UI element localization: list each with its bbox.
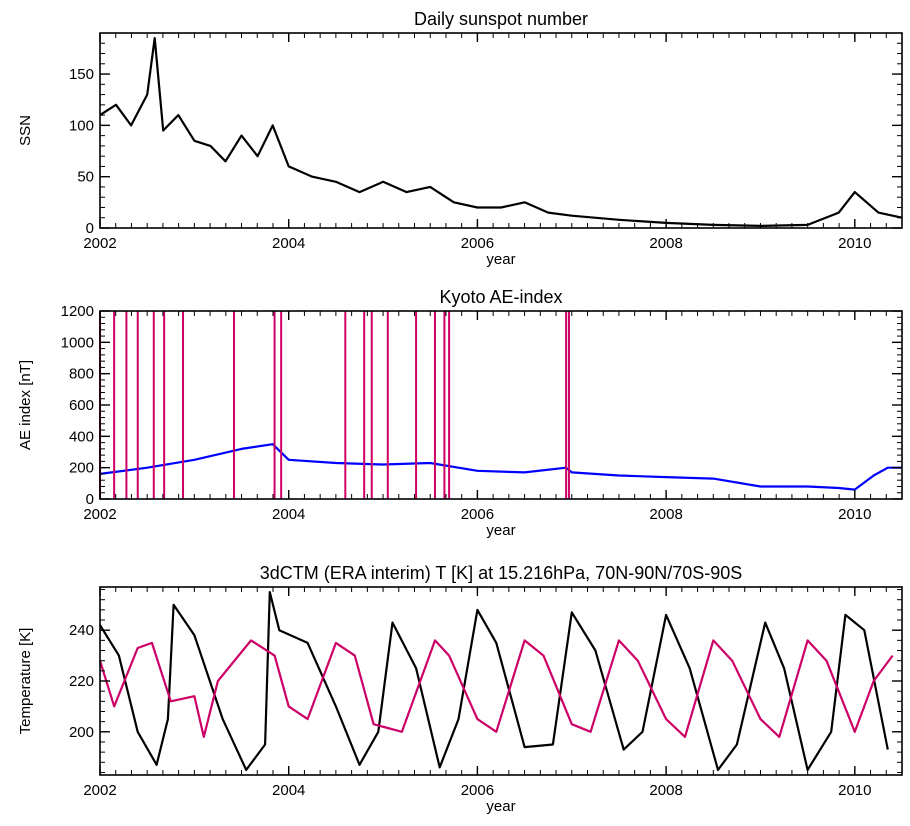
panel-2-xtick-label-2: 2006	[461, 506, 494, 523]
panel-2-ytick-label-0: 0	[86, 491, 94, 508]
panel-1-xtick-label-1: 2004	[272, 235, 305, 252]
panel-3-ytick-label-1: 220	[69, 673, 94, 690]
panel-2-ytick-label-4: 800	[69, 366, 94, 383]
panel-2-ytick-label-1: 200	[69, 460, 94, 477]
panel-1-title: Daily sunspot number	[414, 9, 588, 29]
panel-1-ytick-label-3: 150	[69, 66, 94, 83]
panel-1-frame	[99, 32, 903, 229]
panel-2-ytick-label-5: 1000	[61, 334, 94, 351]
panel-3-xtick-label-4: 2010	[838, 782, 871, 799]
panel-3-xlabel: year	[486, 798, 515, 815]
panel-3-xtick-label-2: 2006	[461, 782, 494, 799]
panel-1-ytick-label-2: 100	[69, 117, 94, 134]
panel-2-xlabel: year	[486, 522, 515, 539]
panel-1-series-1-line	[99, 36, 903, 227]
panel-2-title: Kyoto AE-index	[439, 287, 562, 307]
panel-2-ytick-label-2: 400	[69, 428, 94, 445]
panel-3-ylabel: Temperature [K]	[17, 628, 34, 735]
panel-2-xtick-label-3: 2008	[649, 506, 682, 523]
panel-3-frame	[99, 586, 903, 776]
panel-2-xtick-label-4: 2010	[838, 506, 871, 523]
panel-3-title: 3dCTM (ERA interim) T [K] at 15.216hPa, …	[260, 563, 743, 583]
panel-1-xtick-label-3: 2008	[649, 235, 682, 252]
panel-1-ylabel: SSN	[17, 115, 34, 146]
panel-2-ytick-label-6: 1200	[61, 303, 94, 320]
panel-1-xtick-label-2: 2006	[461, 235, 494, 252]
panel-2-xtick-label-1: 2004	[272, 506, 305, 523]
panel-3-ytick-label-0: 200	[69, 724, 94, 741]
panel-1-ytick-label-1: 50	[77, 169, 94, 186]
panel-3-series-2-line	[98, 639, 894, 739]
panel-2-ytick-label-3: 600	[69, 397, 94, 414]
panel-2-series-1-line	[99, 443, 902, 491]
panel-1-ytick-label-0: 0	[86, 220, 94, 237]
panel-3-xtick-label-3: 2008	[649, 782, 682, 799]
panel-3-series-1-line	[99, 590, 889, 772]
panel-2-xtick-label-0: 2002	[83, 506, 116, 523]
panel-1-xtick-label-0: 2002	[83, 235, 116, 252]
panel-2-ylabel: AE index [nT]	[17, 360, 34, 450]
panel-3-ytick-label-2: 240	[69, 622, 94, 639]
panel-1-xlabel: year	[486, 251, 515, 268]
panel-3-xtick-label-1: 2004	[272, 782, 305, 799]
panel-3-xtick-label-0: 2002	[83, 782, 116, 799]
panel-1-xtick-label-4: 2010	[838, 235, 871, 252]
